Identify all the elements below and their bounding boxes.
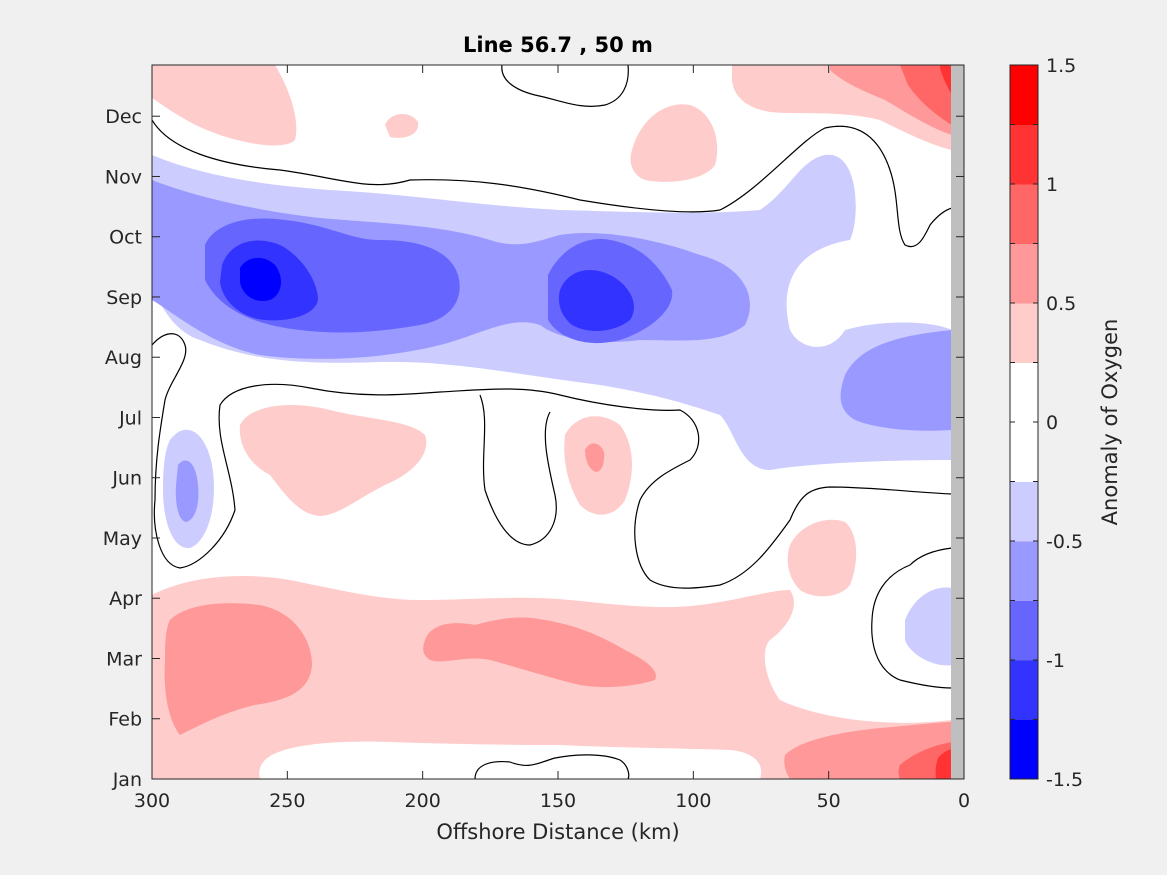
- contour-fill-neg-0.5-blob-c: [175, 460, 199, 522]
- y-tick-label: Nov: [105, 166, 142, 188]
- colorbar-segment: [1010, 660, 1038, 720]
- y-tick-label: Oct: [109, 227, 142, 249]
- contour-fill-pos-0.5-jul-mid: [585, 443, 605, 472]
- chart-title: Line 56.7 , 50 m: [463, 33, 653, 57]
- contour-fill-neg-1.25: [240, 257, 282, 301]
- y-tick-label: Aug: [105, 347, 142, 369]
- colorbar-segment: [1010, 303, 1038, 363]
- colorbar-segment: [1010, 124, 1038, 185]
- colorbar-tick-label: -0.5: [1046, 531, 1083, 553]
- colorbar-segment: [1010, 422, 1038, 482]
- x-tick-label: 0: [958, 790, 970, 812]
- contour-fill-zero-jan-center: [259, 741, 762, 779]
- y-tick-label: Sep: [106, 287, 142, 309]
- zero-contour-e: [871, 547, 953, 689]
- colorbar-segment: [1010, 243, 1038, 304]
- x-tick-label: 50: [817, 790, 841, 812]
- zero-contour-f: [479, 394, 557, 546]
- x-axis-label: Offshore Distance (km): [436, 820, 679, 844]
- colorbar-label: Anomaly of Oxygen: [1098, 319, 1122, 526]
- colorbar: [1009, 64, 1039, 780]
- x-tick-label: 150: [540, 790, 576, 812]
- zero-contour-b: [501, 65, 629, 107]
- y-tick-label: Feb: [108, 709, 142, 731]
- y-tick-label: Mar: [106, 648, 142, 670]
- contour-fill-pos-0.25-jul-left: [239, 405, 427, 516]
- y-axis: Jan Feb Mar Apr May Jun Jul Aug Sep Oct Nov Dec: [103, 106, 964, 791]
- colorbar-tick-label: 0: [1046, 412, 1058, 434]
- x-axis: 300 250 200 150 100 50 0: [134, 65, 970, 812]
- y-tick-label: Jan: [112, 769, 142, 791]
- colorbar-segment: [1010, 541, 1038, 601]
- zero-contour-c: [152, 333, 953, 589]
- contour-fill-pos-0.25-top-center: [385, 114, 419, 138]
- colorbar-segment: [1010, 184, 1038, 244]
- colorbar-ticks: 1.5 1 0.5 0 -0.5 -1 -1.5: [1046, 55, 1083, 791]
- x-tick-label: 200: [405, 790, 441, 812]
- colorbar-segment: [1010, 600, 1038, 661]
- contour-fill-pos-0.75-top-right: [900, 65, 952, 125]
- contour-fill-pos-0.25-may-right: [787, 519, 857, 597]
- colorbar-segment: [1010, 481, 1038, 542]
- zero-contour-a: [152, 119, 953, 248]
- colorbar-segment: [1010, 65, 1038, 125]
- y-tick-label: Apr: [109, 588, 142, 610]
- x-tick-label: 300: [134, 790, 170, 812]
- contour-fill-pos-0.5-mar-left: [164, 603, 312, 735]
- coastal-land-mask: [951, 65, 964, 779]
- x-tick-label: 250: [269, 790, 305, 812]
- contour-fill-pos-0.5-mar-center: [423, 617, 656, 688]
- colorbar-tick-label: 1.5: [1046, 55, 1076, 77]
- plot-area: [152, 65, 964, 779]
- zero-contour-d: [474, 754, 630, 779]
- contour-fill-pos-0.25-top-mid: [630, 104, 718, 182]
- y-tick-label: Dec: [105, 106, 142, 128]
- contour-fill-neg-1.25-blob-b: [583, 278, 617, 321]
- contour-fill-pos-1.0-jan-right: [935, 749, 952, 779]
- y-tick-label: Jun: [111, 468, 142, 490]
- y-tick-label: Jul: [118, 407, 142, 429]
- contour-fill-pos-0.25-top-left: [152, 65, 297, 146]
- contour-fill-neg-0.25-blob-b: [905, 587, 952, 666]
- contour-fill-pos-1.0-top-right: [940, 65, 952, 95]
- colorbar-tick-label: -1: [1046, 650, 1065, 672]
- contour-fill-neg-0.5-blob-b: [840, 330, 952, 431]
- colorbar-tick-label: 1: [1046, 174, 1058, 196]
- colorbar-tick-label: -1.5: [1046, 769, 1083, 791]
- colorbar-segment: [1010, 719, 1038, 780]
- colorbar-segment: [1010, 362, 1038, 423]
- colorbar-tick-label: 0.5: [1046, 293, 1076, 315]
- y-tick-label: May: [103, 528, 142, 550]
- x-tick-label: 100: [675, 790, 711, 812]
- zero-contours: [152, 65, 953, 779]
